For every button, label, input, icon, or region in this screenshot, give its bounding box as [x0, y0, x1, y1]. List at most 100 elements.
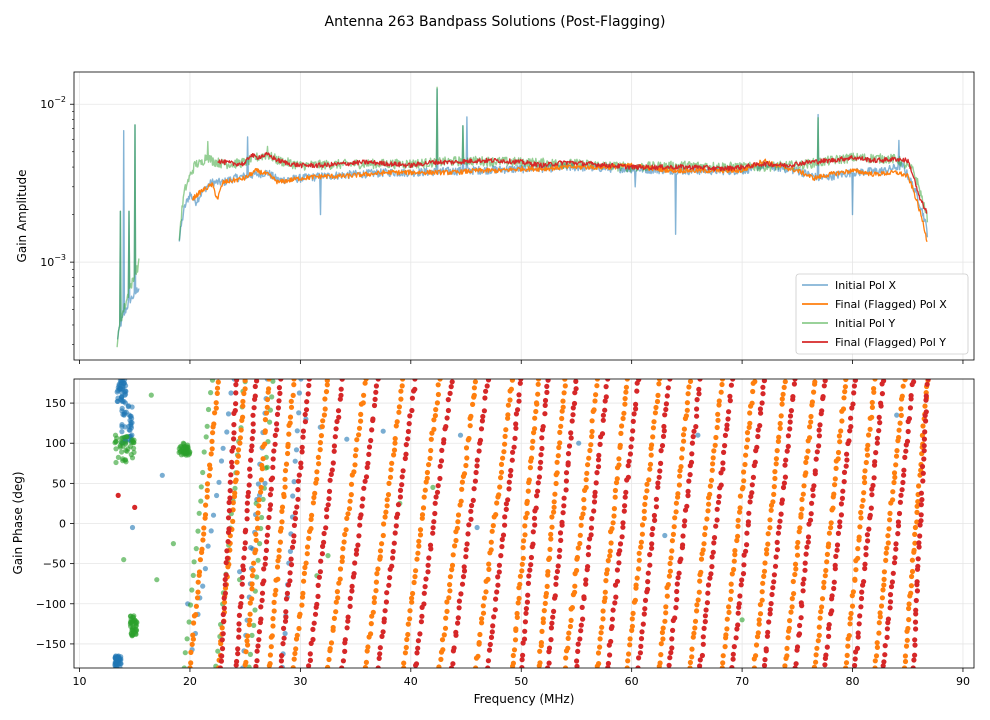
phase-point-series-3: [776, 524, 782, 530]
phase-point-series-1: [811, 389, 817, 395]
phase-point-series-1: [779, 396, 785, 402]
phase-point-series-1: [807, 424, 813, 430]
phase-point-series-1: [520, 555, 526, 561]
phase-point-series-3: [572, 390, 578, 396]
phase-point-series-1: [264, 396, 271, 403]
phase-point-series-1: [535, 381, 541, 387]
phase-point-series-3: [270, 464, 276, 470]
phase-point-series-1: [836, 433, 843, 439]
phase-point-series-2: [247, 651, 253, 658]
phase-point-series-3: [862, 565, 868, 572]
phase-point-series-1: [549, 514, 555, 520]
phase-point-series-1: [511, 647, 518, 653]
phase-point-series-3: [765, 629, 771, 635]
phase-point-series-1: [299, 594, 306, 600]
phase-point-series-1: [387, 474, 394, 480]
phase-point-series-1: [638, 539, 645, 545]
phase-point-series-1: [337, 566, 344, 572]
phase-point-series-1: [256, 497, 262, 503]
phase-point-series-3: [285, 582, 292, 588]
phase-point-series-1: [386, 480, 392, 486]
phase-point-series-3: [897, 499, 904, 505]
phase-point-series-1: [483, 589, 489, 595]
phase-point-series-3: [375, 379, 381, 382]
phase-point-series-1: [565, 645, 571, 651]
phase-point-series-3: [600, 412, 607, 418]
phase-point-series-3: [320, 543, 326, 550]
phase-point-series-3: [895, 531, 901, 537]
phase-point-series-1: [444, 599, 450, 605]
phase-point-series-1: [480, 603, 486, 609]
phase-point-series-3: [432, 510, 438, 517]
phase-point-series-3: [241, 555, 247, 561]
phase-point-series-1: [580, 511, 586, 517]
phase-point-series-1: [311, 494, 317, 501]
phase-point-series-3: [256, 637, 262, 643]
phase-point-series-1: [675, 491, 681, 497]
phase-point-series-3: [663, 401, 670, 407]
phase-point-series-2: [185, 445, 191, 451]
phase-point-series-1: [821, 579, 827, 586]
phase-point-series-3: [730, 656, 736, 662]
phase-point-series-1: [793, 566, 799, 572]
phase-point-series-1: [887, 510, 893, 516]
phase-point-series-1: [575, 545, 581, 551]
phase-point-series-3: [306, 379, 312, 382]
phase-point-series-1: [234, 459, 240, 465]
phase-point-series-1: [194, 595, 201, 601]
phase-point-series-1: [447, 588, 453, 594]
phase-point-series-3: [575, 648, 581, 655]
phase-point-series-3: [259, 590, 266, 596]
phase-point-series-3: [843, 463, 849, 469]
phase-point-series-2: [203, 434, 209, 440]
phase-point-series-1: [490, 523, 496, 529]
phase-point-series-1: [208, 451, 214, 457]
phase-point-series-3: [623, 489, 629, 495]
phase-point-series-1: [638, 544, 644, 550]
phase-point-series-1: [444, 608, 450, 615]
phase-point-series-3: [925, 379, 931, 382]
phase-point-series-3: [740, 571, 747, 577]
phase-point-series-3: [258, 616, 264, 622]
phase-point-series-1: [348, 492, 354, 498]
phase-point-series-3: [831, 579, 837, 585]
phase-point-series-3: [272, 432, 278, 438]
phase-point-series-0: [125, 404, 131, 410]
phase-point-series-3: [485, 665, 491, 668]
phase-point-series-1: [528, 455, 535, 461]
phase-point-series-1: [774, 448, 780, 454]
phase-point-series-3: [720, 466, 726, 472]
phase-point-series-1: [325, 664, 331, 668]
phase-point-series-3: [498, 553, 504, 559]
phase-point-series-1: [276, 554, 282, 560]
phase-point-series-3: [355, 542, 361, 548]
phase-point-series-3: [430, 530, 436, 536]
phase-point-series-1: [885, 533, 891, 539]
phase-point-series-3: [839, 495, 846, 501]
phase-point-series-1: [412, 574, 418, 580]
phase-point-series-1: [864, 446, 870, 452]
phase-point-series-2: [205, 406, 212, 413]
phase-point-series-3: [901, 472, 907, 478]
phase-point-series-3: [728, 382, 735, 388]
phase-point-series-1: [559, 408, 565, 414]
phase-point-series-1: [837, 439, 843, 445]
phase-point-series-3: [913, 611, 919, 617]
phase-point-series-3: [697, 379, 703, 382]
phase-point-series-3: [221, 605, 227, 611]
phase-point-series-1: [514, 610, 520, 617]
phase-point-series-0: [205, 543, 211, 549]
phase-point-series-3: [921, 448, 927, 454]
phase-point-series-3: [516, 392, 522, 398]
phase-point-series-1: [547, 546, 553, 553]
phase-y-tick-label: −100: [36, 598, 66, 611]
phase-point-series-1: [657, 660, 663, 666]
phase-point-series-3: [307, 651, 313, 657]
phase-point-series-3: [731, 644, 737, 650]
phase-point-series-3: [702, 613, 709, 619]
phase-point-series-3: [236, 612, 242, 619]
phase-point-series-1: [463, 462, 469, 469]
phase-point-series-3: [841, 479, 847, 485]
phase-y-tick-label: 50: [52, 477, 66, 490]
phase-point-series-3: [907, 405, 914, 411]
